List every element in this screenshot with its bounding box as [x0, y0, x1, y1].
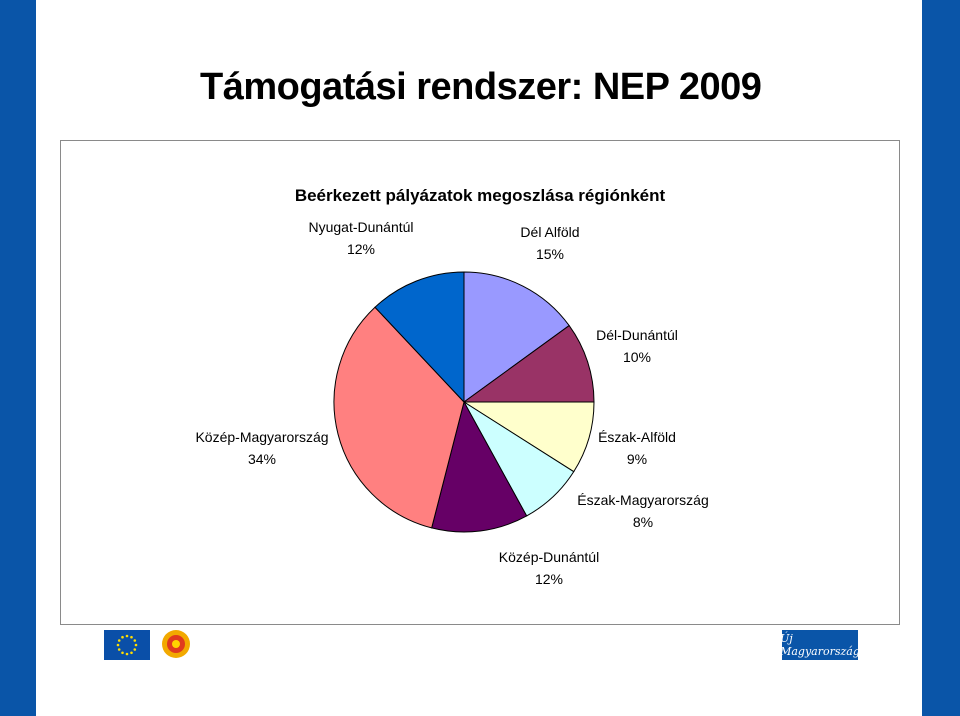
uj-magyarorszag-logo: Új Magyarország: [780, 630, 860, 660]
slice-percent-6: 34%: [248, 451, 276, 467]
eu-flag-icon: [104, 630, 150, 660]
eu-star: [125, 652, 129, 656]
slice-label-2: Dél-Dunántúl: [596, 327, 678, 343]
pie-slice-2: [462, 324, 595, 403]
eu-star: [133, 648, 137, 651]
chart-frame: [60, 140, 900, 625]
eu-star: [133, 639, 137, 642]
eu-star: [117, 639, 121, 642]
slice-percent-1: 15%: [536, 246, 564, 262]
eu-star: [121, 635, 124, 639]
uj-magyarorszag-logo-text: Új Magyarország: [780, 632, 860, 658]
right-brand-bar: [922, 0, 960, 716]
left-brand-bar: [0, 0, 36, 716]
eu-star: [130, 635, 133, 639]
eu-star: [134, 643, 138, 647]
slice-label-4: Észak-Magyarország: [577, 492, 709, 508]
eu-star: [121, 651, 124, 655]
slice-percent-5: 12%: [535, 571, 563, 587]
slice-percent-3: 9%: [627, 451, 647, 467]
chart-title: Beérkezett pályázatok megoszlása régiónk…: [294, 186, 666, 205]
sun-emblem-icon: [160, 628, 192, 660]
slide-title: Támogatási rendszer: NEP 2009: [200, 66, 762, 108]
eu-star: [116, 643, 120, 647]
pie-slice-1: [463, 271, 570, 403]
slice-percent-7: 12%: [347, 241, 375, 257]
pie-slice-7: [374, 271, 465, 404]
slice-label-5: Közép-Dunántúl: [499, 549, 599, 565]
eu-star: [125, 634, 129, 638]
slice-label-1: Dél Alföld: [520, 224, 579, 240]
slice-percent-2: 10%: [623, 349, 651, 365]
pie-slice-5: [431, 400, 528, 533]
pie-slice-6: [333, 306, 465, 529]
eu-star: [130, 651, 133, 655]
slice-label-3: Észak-Alföld: [598, 429, 676, 445]
slice-label-6: Közép-Magyarország: [195, 429, 328, 445]
eu-star: [117, 648, 121, 651]
slice-percent-4: 8%: [633, 514, 653, 530]
slice-label-7: Nyugat-Dunántúl: [308, 219, 413, 235]
